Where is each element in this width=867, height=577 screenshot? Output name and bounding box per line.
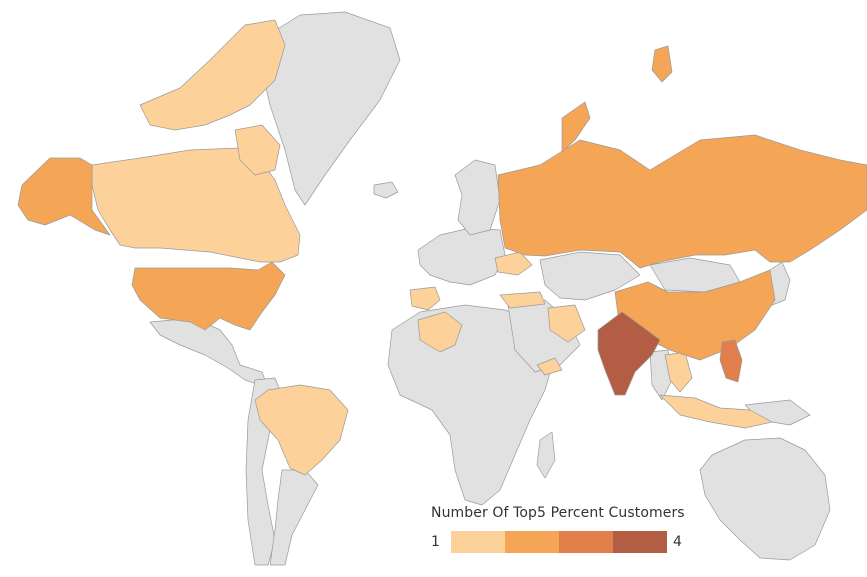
legend-swatch-2 [505,531,559,553]
region-algeria[interactable] [417,311,463,353]
region-novaya-zemlya[interactable] [561,101,591,153]
region-indonesia[interactable] [659,394,773,429]
region-madagascar[interactable] [536,431,556,479]
region-canada-arctic-islands[interactable] [139,19,286,131]
legend-max-label: 4 [673,534,682,550]
region-central-asia[interactable] [539,251,641,301]
region-brazil[interactable] [254,384,349,476]
region-yemen[interactable] [536,357,563,376]
region-ukraine[interactable] [494,251,533,276]
region-africa[interactable] [387,304,556,506]
region-iran[interactable] [547,304,586,343]
legend-swatch-1 [451,531,505,553]
region-united-states[interactable] [131,261,286,331]
region-baffin-island[interactable] [234,124,281,176]
region-europe[interactable] [417,227,506,286]
legend-title: Number Of Top5 Percent Customers [431,505,685,521]
region-alaska[interactable] [17,157,111,236]
region-india[interactable] [597,311,661,396]
region-iceland[interactable] [373,181,399,199]
region-philippines[interactable] [719,339,743,383]
legend-swatch-4 [613,531,667,553]
legend-min-label: 1 [431,534,440,550]
region-spain[interactable] [409,286,441,311]
region-south-america-south[interactable] [269,469,319,566]
legend: Number Of Top5 Percent Customers 1 4 [431,505,687,553]
region-russia[interactable] [497,134,867,269]
region-scandinavia[interactable] [454,159,501,236]
region-greenland[interactable] [261,11,401,206]
region-australia[interactable] [699,437,831,561]
legend-scale: 1 4 [431,531,687,553]
region-turkey[interactable] [499,291,546,309]
region-arctic-islands-russia[interactable] [651,45,673,83]
legend-swatch-3 [559,531,613,553]
